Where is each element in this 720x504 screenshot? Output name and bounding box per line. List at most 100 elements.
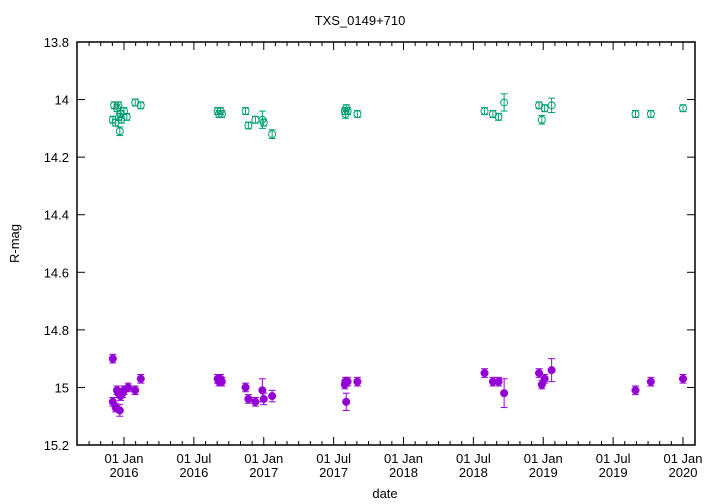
data-point — [268, 389, 277, 403]
y-axis-label: R-mag — [7, 224, 22, 263]
x-tick-label-line1: 01 Jul — [177, 451, 212, 466]
data-point — [631, 385, 640, 396]
x-tick-label-line1: 01 Jan — [384, 451, 423, 466]
marker — [480, 107, 489, 116]
x-tick-label-line1: 01 Jan — [524, 451, 563, 466]
data-point — [547, 358, 556, 383]
data-point — [540, 104, 549, 113]
marker — [131, 386, 140, 395]
y-tick-label: 15 — [55, 380, 69, 395]
marker — [646, 377, 655, 386]
marker — [535, 368, 544, 378]
marker — [353, 109, 362, 118]
data-point — [646, 376, 655, 387]
data-point — [494, 112, 503, 121]
x-tick-label-line2: 2017 — [249, 465, 278, 480]
data-point — [251, 115, 260, 124]
marker — [217, 109, 226, 118]
data-point — [136, 101, 145, 110]
marker — [244, 121, 253, 130]
data-point — [353, 109, 362, 118]
marker — [122, 112, 131, 121]
x-tick-label-line2: 2018 — [389, 465, 418, 480]
x-tick-label-line2: 2016 — [110, 465, 139, 480]
marker — [251, 397, 260, 406]
y-tick-label: 14.8 — [44, 323, 69, 338]
chart-title: TXS_0149+710 — [315, 13, 406, 28]
y-tick-label: 14 — [55, 93, 69, 108]
marker — [268, 130, 277, 139]
x-tick-label-line2: 2018 — [459, 465, 488, 480]
y-tick-label: 14.2 — [44, 150, 69, 165]
marker — [631, 109, 640, 118]
data-point — [259, 392, 268, 406]
marker — [500, 389, 509, 398]
data-point — [342, 392, 351, 411]
marker — [631, 386, 640, 395]
marker — [259, 394, 268, 403]
marker — [540, 104, 549, 113]
data-points — [108, 93, 688, 417]
data-point — [343, 107, 352, 116]
marker — [494, 377, 503, 386]
data-point — [108, 353, 117, 364]
data-point — [251, 397, 260, 407]
marker — [259, 118, 268, 127]
marker — [480, 368, 489, 378]
marker — [343, 107, 352, 116]
data-point — [241, 107, 250, 116]
marker — [343, 377, 352, 386]
x-tick-label-line2: 2019 — [529, 465, 558, 480]
data-point — [241, 382, 250, 393]
data-point — [646, 109, 655, 118]
marker — [494, 112, 503, 121]
marker — [500, 98, 509, 107]
marker — [110, 101, 119, 110]
y-tick-label: 15.2 — [44, 438, 69, 453]
marker — [537, 115, 546, 124]
data-point — [540, 373, 549, 384]
marker — [124, 383, 133, 392]
data-point — [537, 114, 546, 125]
marker — [547, 101, 556, 110]
data-point — [217, 109, 226, 118]
marker — [646, 109, 655, 118]
marker — [108, 354, 117, 363]
x-tick-label-line1: 01 Jan — [663, 451, 702, 466]
marker — [136, 101, 145, 110]
data-point — [480, 107, 489, 116]
data-point — [343, 376, 352, 387]
x-tick-label-line1: 01 Jan — [244, 451, 283, 466]
data-point — [679, 104, 687, 113]
data-point — [547, 97, 556, 114]
marker — [108, 115, 117, 124]
marker — [679, 104, 687, 113]
x-tick-label-line2: 2020 — [669, 465, 698, 480]
marker — [115, 127, 124, 136]
x-tick-label-line1: 01 Jul — [316, 451, 351, 466]
data-point — [500, 93, 509, 112]
x-tick-label-line2: 2016 — [179, 465, 208, 480]
data-point — [678, 373, 688, 384]
marker — [217, 377, 226, 386]
marker — [115, 406, 124, 415]
marker — [114, 101, 123, 110]
data-point — [353, 376, 362, 387]
plot-frame — [76, 41, 696, 446]
marker — [258, 386, 267, 395]
data-point — [259, 118, 268, 127]
x-tick-label-line1: 01 Jan — [104, 451, 143, 466]
data-point — [244, 394, 253, 404]
marker — [678, 374, 688, 383]
data-point — [631, 109, 640, 118]
data-point — [500, 378, 509, 409]
data-point — [217, 376, 226, 387]
data-point — [131, 385, 140, 396]
y-tick-label: 14.4 — [44, 208, 69, 223]
x-tick-label-line2: 2017 — [319, 465, 348, 480]
data-point — [115, 404, 124, 417]
x-axis-label: date — [372, 486, 397, 501]
marker — [241, 107, 250, 116]
